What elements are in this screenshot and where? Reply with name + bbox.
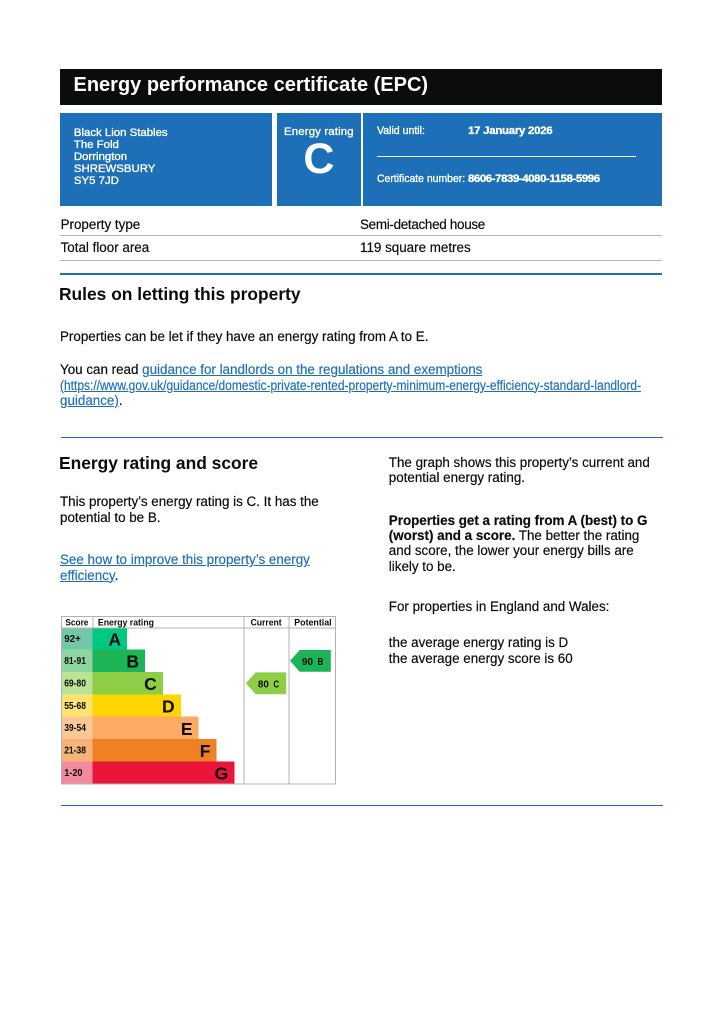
svg-text:B: B: [126, 651, 139, 671]
svg-text:80: 80: [258, 678, 269, 690]
svg-text:D: D: [162, 696, 175, 716]
svg-text:81-91: 81-91: [64, 656, 86, 667]
svg-text:90: 90: [302, 656, 313, 668]
svg-text:C: C: [273, 678, 279, 690]
svg-text:A: A: [108, 629, 121, 649]
svg-text:39-54: 39-54: [64, 723, 86, 734]
svg-text:Score: Score: [65, 617, 88, 628]
svg-text:B: B: [318, 656, 324, 668]
svg-text:C: C: [144, 674, 157, 694]
svg-text:1-20: 1-20: [64, 768, 83, 779]
svg-text:92+: 92+: [64, 633, 81, 644]
svg-text:G: G: [215, 763, 229, 783]
svg-text:F: F: [200, 741, 211, 761]
svg-text:Current: Current: [251, 617, 283, 628]
svg-text:69-80: 69-80: [64, 678, 86, 689]
svg-text:55-68: 55-68: [64, 700, 86, 711]
svg-text:Energy rating: Energy rating: [98, 617, 154, 628]
svg-text:E: E: [181, 718, 193, 738]
svg-text:Potential: Potential: [294, 617, 331, 628]
svg-text:21-38: 21-38: [64, 745, 86, 756]
